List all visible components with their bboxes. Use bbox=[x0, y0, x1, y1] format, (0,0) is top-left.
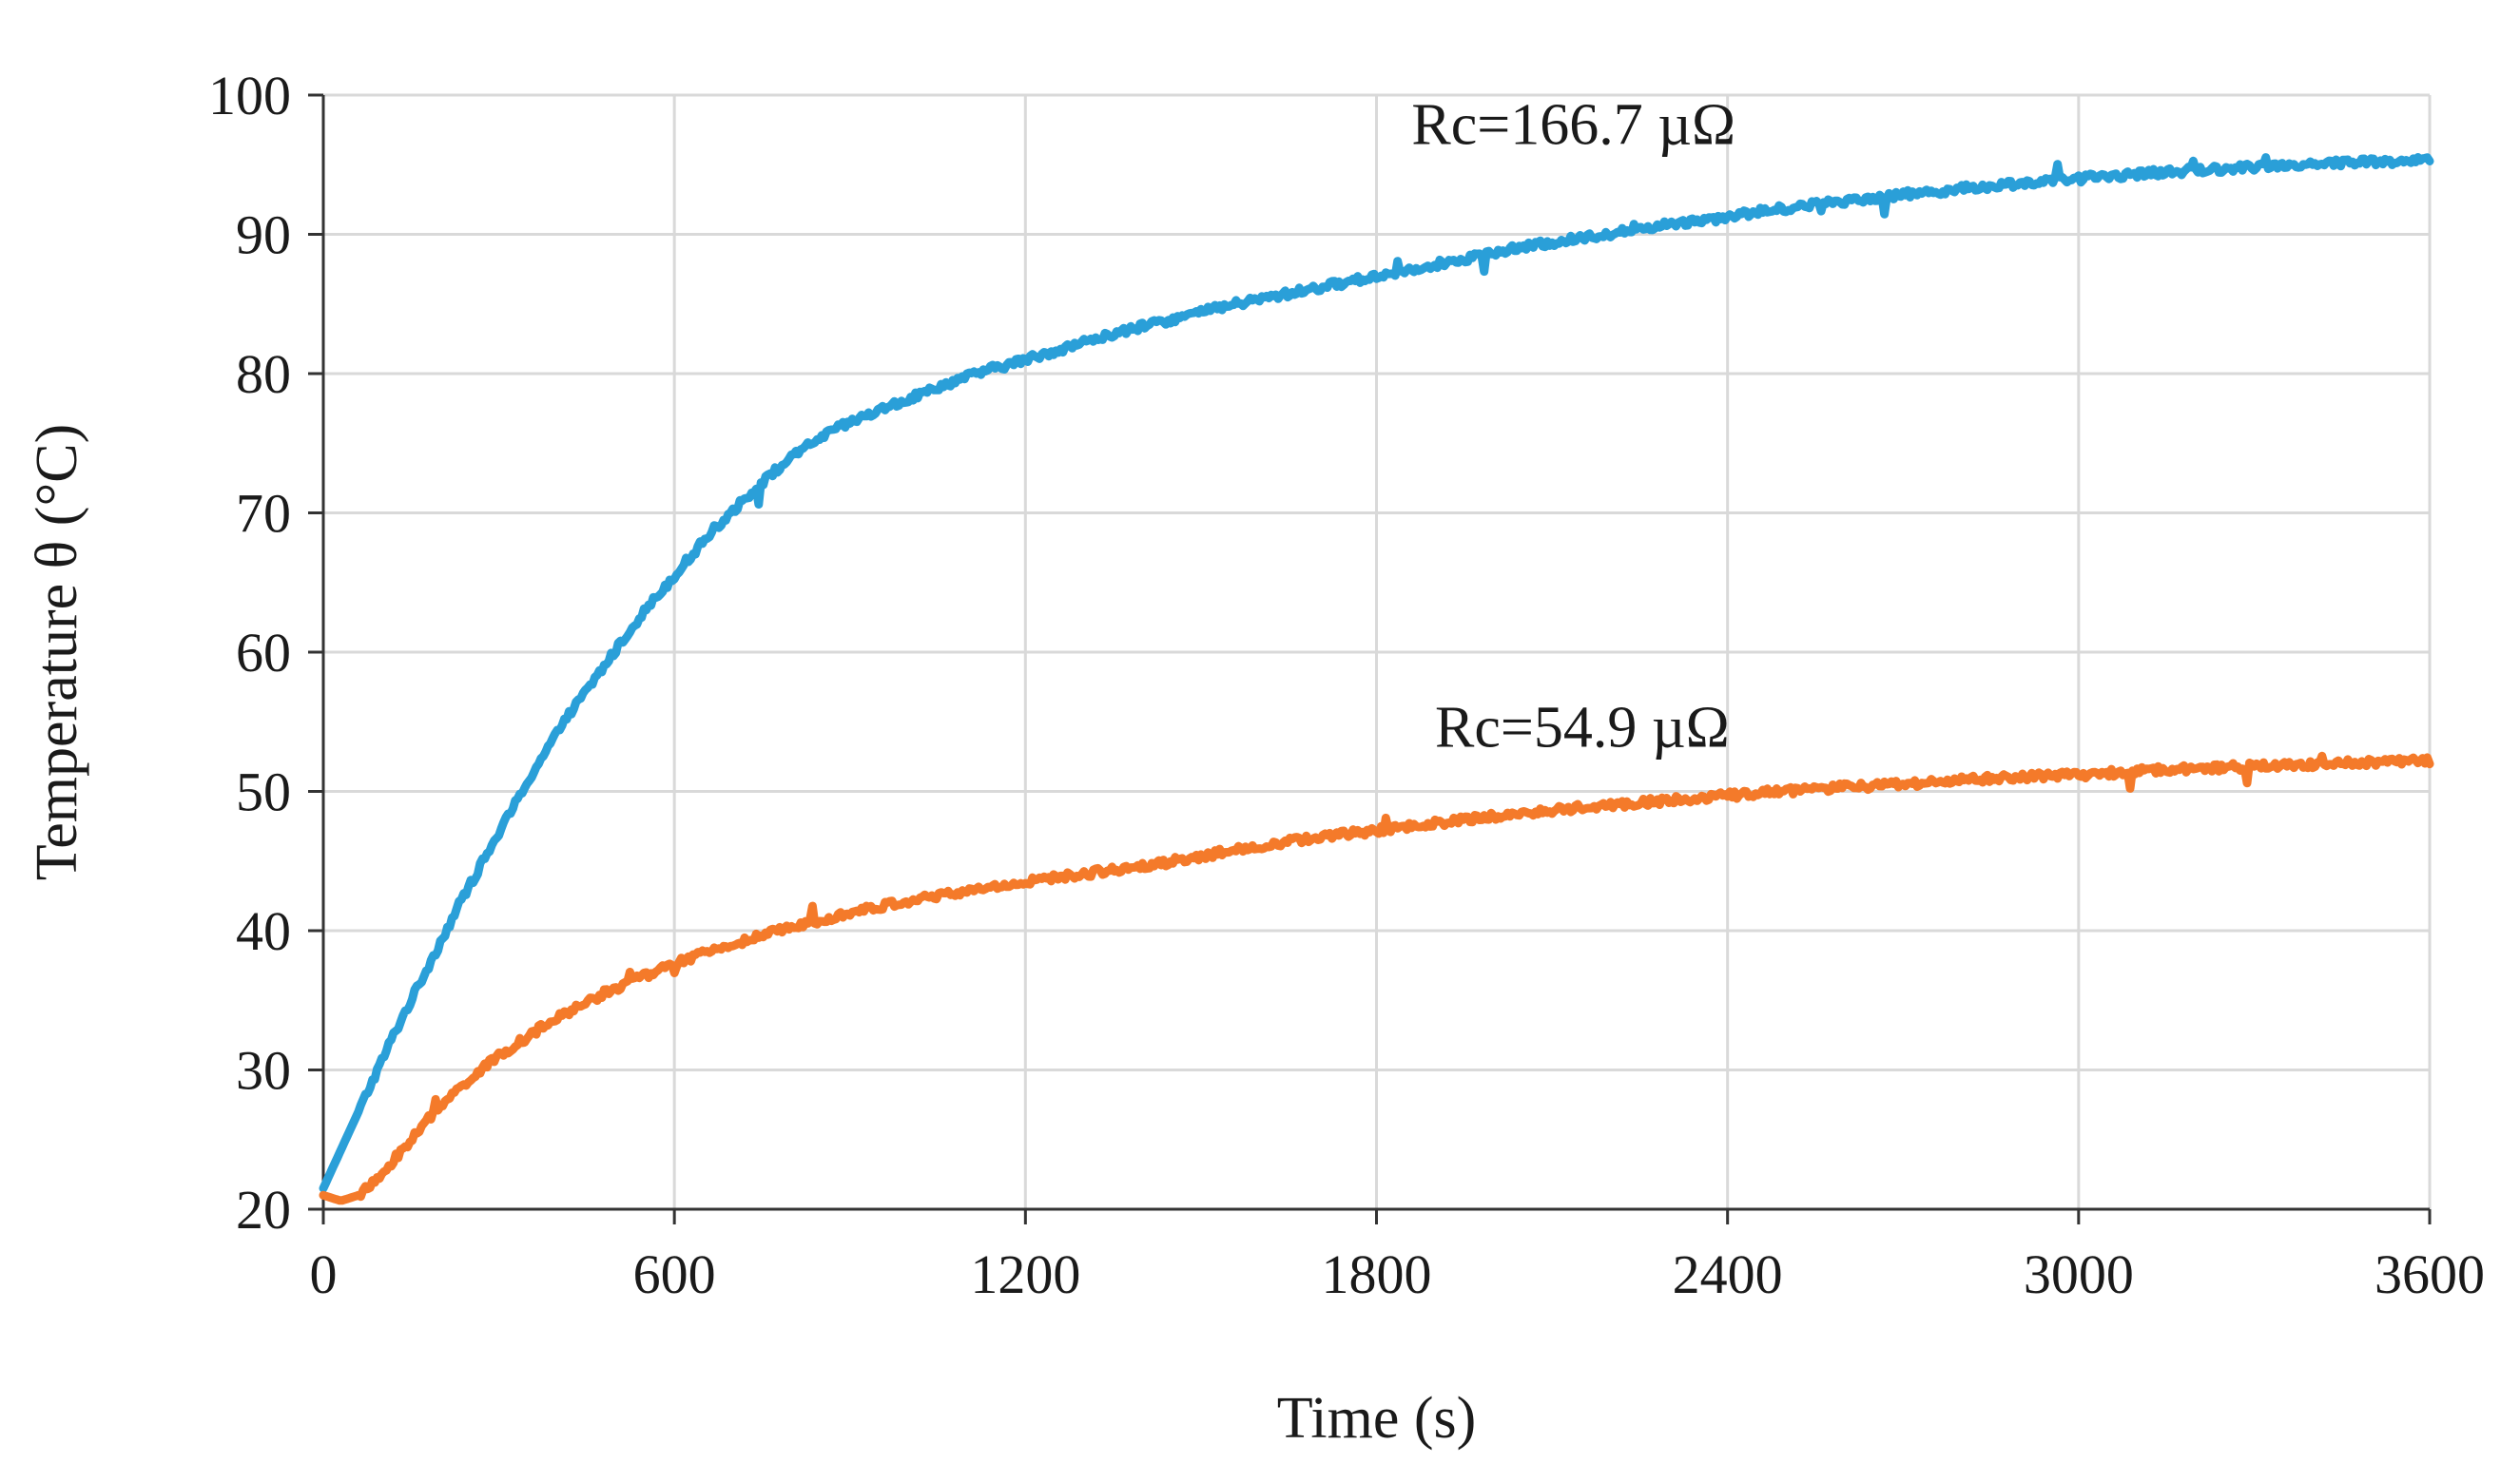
tick-labels: 0 600 1200 1800 2400 3000 3600 20 30 40 50 60 70 80 90… bbox=[208, 65, 2485, 1305]
x-axis-title: Time (s) bbox=[1277, 1386, 1477, 1451]
x-tick-label-600: 600 bbox=[633, 1243, 716, 1305]
x-tick-label-1800: 1800 bbox=[1322, 1243, 1432, 1305]
y-tick-label-50: 50 bbox=[236, 761, 291, 823]
y-axis-title: Temperature θ (°C) bbox=[25, 424, 89, 881]
series-line-rc-54-9 bbox=[319, 751, 2434, 1205]
y-tick-label-60: 60 bbox=[236, 622, 291, 684]
y-tick-label-80: 80 bbox=[236, 343, 291, 405]
series-line-rc-166-7 bbox=[319, 153, 2434, 1193]
series-annotation-rc-54-9: Rc=54.9 µΩ bbox=[1435, 696, 1730, 761]
series-annotation-rc-166-7: Rc=166.7 µΩ bbox=[1411, 92, 1735, 157]
y-tick-label-30: 30 bbox=[236, 1040, 291, 1102]
grid-lines bbox=[323, 93, 2432, 1209]
y-tick-label-20: 20 bbox=[236, 1179, 291, 1241]
x-tick-label-0: 0 bbox=[310, 1243, 338, 1305]
x-tick-label-2400: 2400 bbox=[1673, 1243, 1783, 1305]
y-tick-label-70: 70 bbox=[236, 483, 291, 545]
y-tick-label-40: 40 bbox=[236, 900, 291, 962]
x-tick-label-1200: 1200 bbox=[970, 1243, 1080, 1305]
series-lines bbox=[319, 153, 2434, 1205]
axes bbox=[308, 93, 2432, 1224]
y-tick-label-100: 100 bbox=[208, 65, 291, 126]
y-tick-label-90: 90 bbox=[236, 204, 291, 266]
x-tick-label-3600: 3600 bbox=[2375, 1243, 2485, 1305]
x-tick-label-3000: 3000 bbox=[2024, 1243, 2134, 1305]
